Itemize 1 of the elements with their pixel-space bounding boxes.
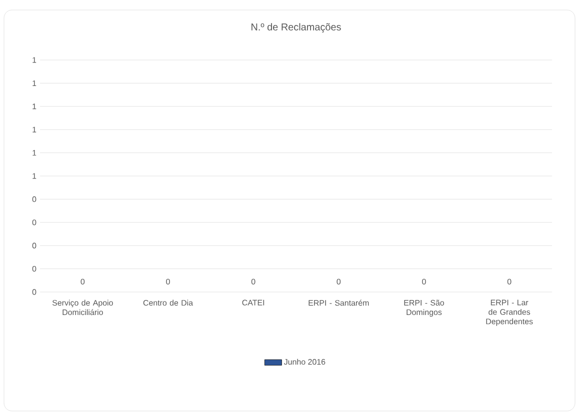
chart-title: N.º de Reclamações [252,23,341,32]
